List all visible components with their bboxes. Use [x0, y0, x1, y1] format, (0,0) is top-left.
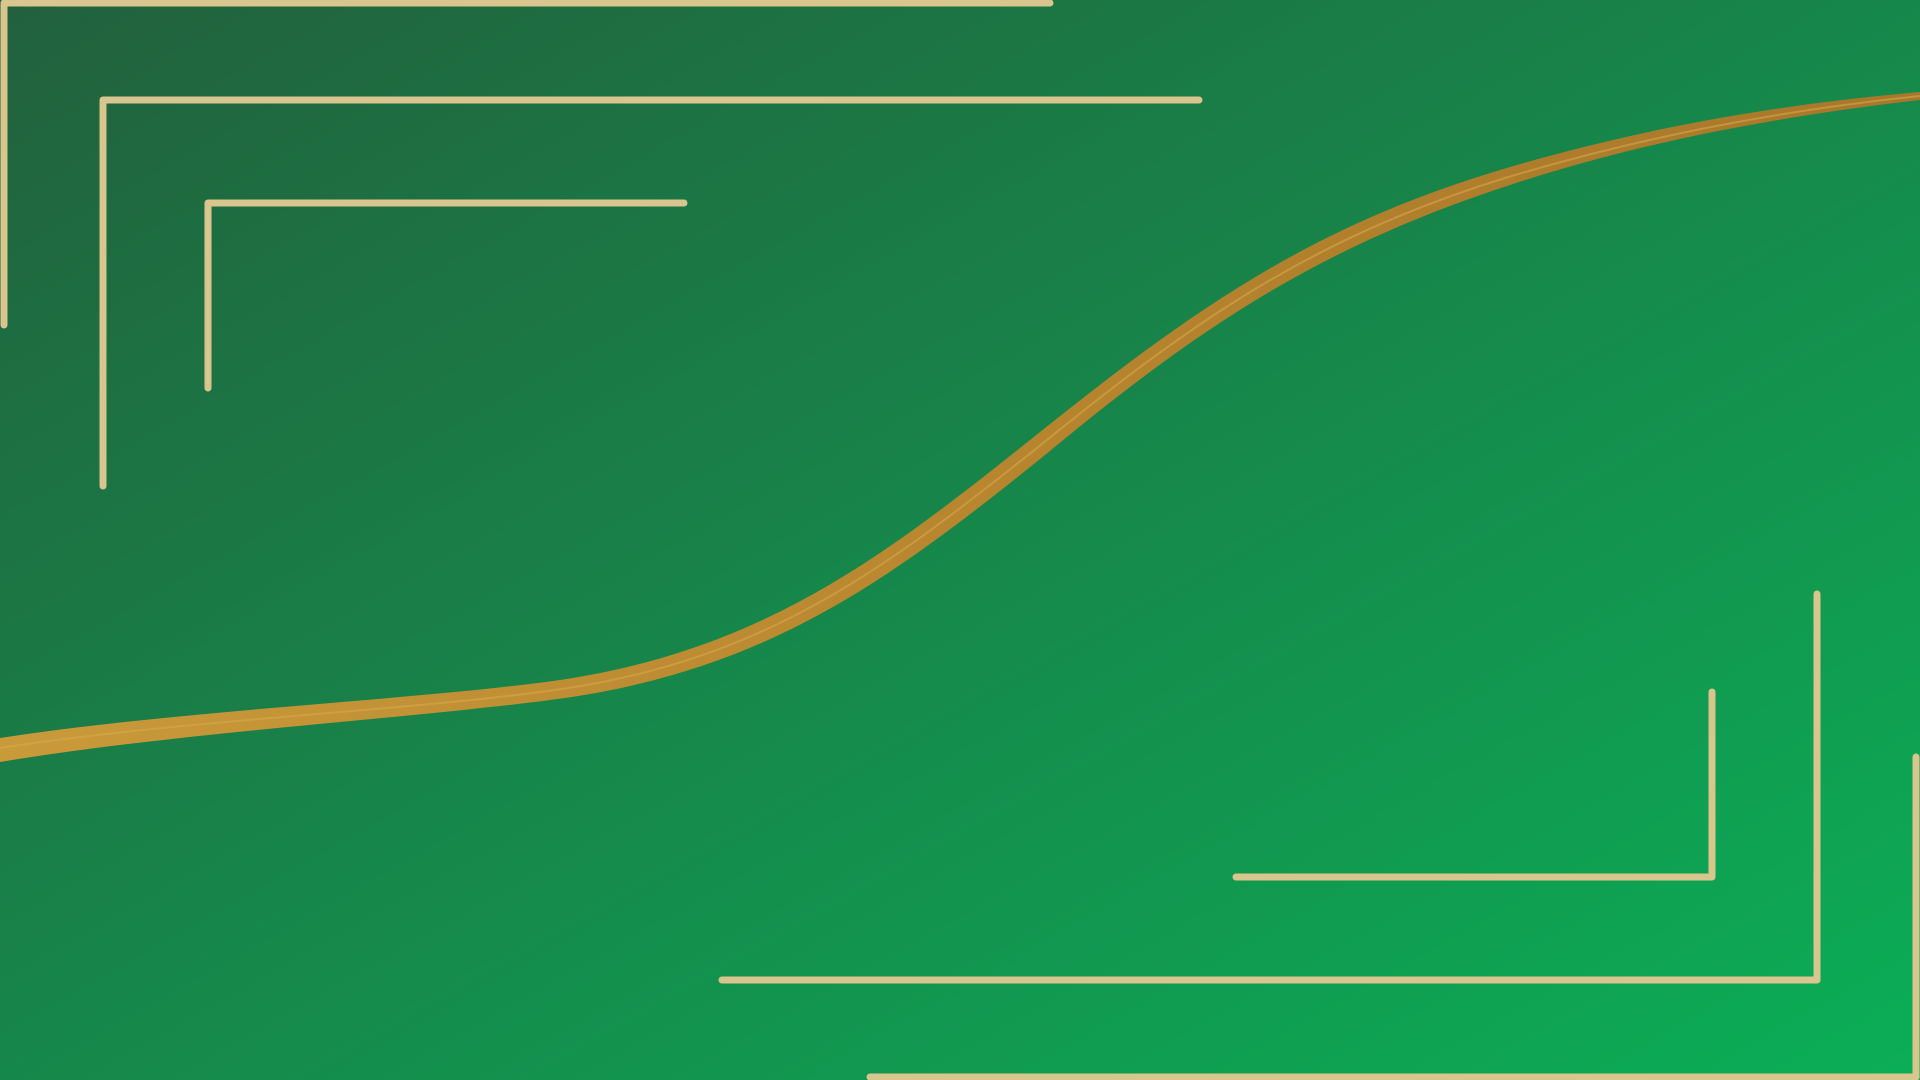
gold-wave-highlight: [0, 95, 1920, 749]
bottom-right-outer-bracket: [866, 753, 1920, 1080]
bottom-right-inner-bracket: [1232, 688, 1716, 881]
top-left-corner-frame: [0, 0, 1203, 490]
top-left-outer-bracket: [0, 0, 1054, 329]
top-left-inner-bracket: [204, 199, 688, 392]
bottom-right-corner-frame: [718, 590, 1920, 1080]
bottom-right-middle-bracket: [718, 590, 1821, 984]
top-left-middle-bracket: [99, 96, 1203, 490]
